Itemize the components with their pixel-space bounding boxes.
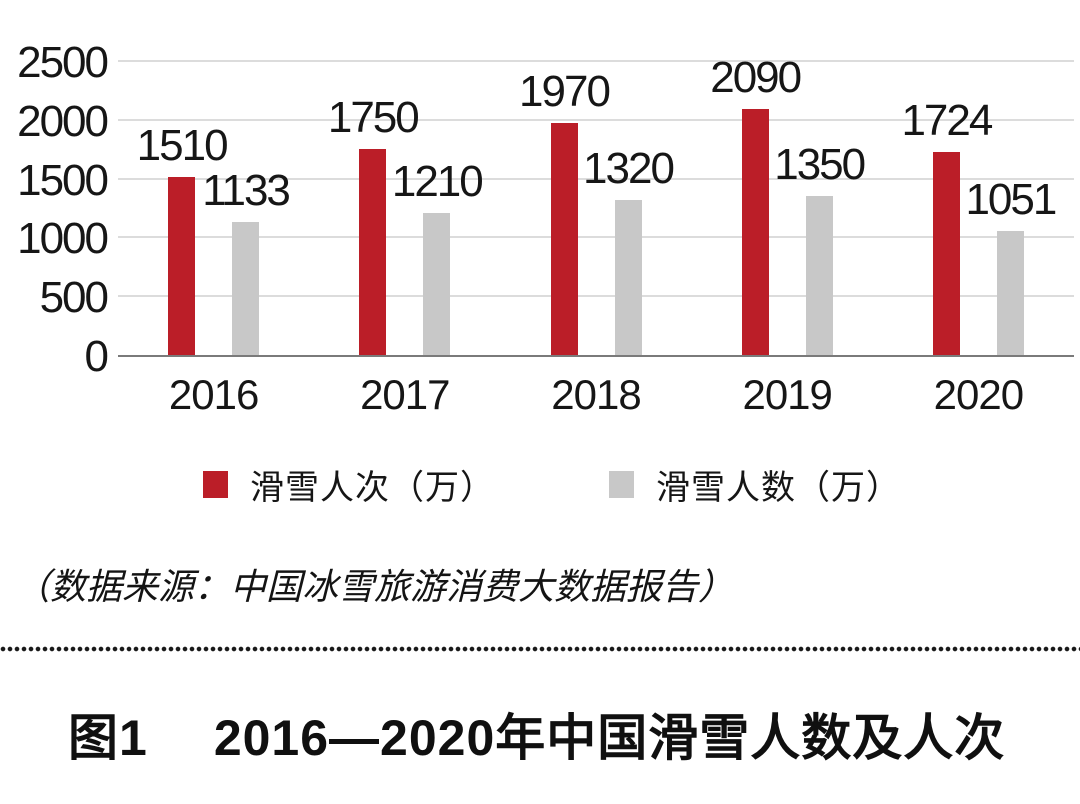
y-tick-label: 0: [84, 332, 109, 381]
y-axis: 0 500 1000 1500 2000 2500: [0, 0, 109, 400]
bar-value-label: 1510: [136, 121, 229, 171]
bar-value-label: 1210: [391, 156, 484, 206]
legend-item: 滑雪人次（万）: [203, 460, 495, 509]
figure-title: 2016—2020年中国滑雪人数及人次: [213, 710, 1006, 766]
ski-bar-chart: 0 500 1000 1500 2000 2500 1510 1133 1750 1210 197…: [0, 0, 1074, 509]
legend-item: 滑雪人数（万）: [609, 460, 901, 509]
legend-label: 滑雪人数（万）: [656, 469, 901, 507]
dotted-divider: [0, 646, 1080, 653]
bar-value-label: 1724: [901, 96, 993, 146]
bar-visits: [932, 152, 960, 355]
bar-value-label: 2090: [710, 53, 802, 103]
bar-visits: [168, 177, 196, 355]
y-tick-label: 2500: [17, 38, 109, 87]
bar-value-label: 1350: [774, 140, 866, 190]
grid-line: [118, 177, 1074, 180]
x-tick-label: 2020: [933, 371, 1024, 418]
bar-value-label: 1970: [519, 67, 611, 117]
legend-swatch-icon: [203, 471, 228, 498]
bar-people: [423, 212, 451, 355]
bar-people: [805, 196, 833, 355]
x-tick-label: 2018: [551, 371, 641, 418]
bar-value-label: 1750: [327, 93, 420, 143]
bar-people: [614, 199, 642, 355]
legend: 滑雪人次（万） 滑雪人数（万）: [203, 460, 901, 509]
x-tick-label: 2016: [168, 371, 259, 418]
y-tick-label: 500: [39, 273, 109, 323]
source-note: （数据来源：中国冰雪旅游消费大数据报告）: [14, 567, 735, 607]
bar-visits: [550, 123, 578, 355]
legend-label: 滑雪人次（万）: [250, 469, 495, 507]
bar-people: [232, 221, 260, 355]
figure-caption: 图1 2016—2020年中国滑雪人数及人次: [68, 698, 1005, 770]
figure-label: 图1: [68, 710, 148, 766]
x-axis: 2016 2017 2018 2019 2020: [118, 357, 1074, 418]
grid-line: [118, 295, 1074, 298]
bar-people: [996, 231, 1024, 355]
x-tick-label: 2017: [360, 371, 450, 418]
y-tick-label: 2000: [17, 96, 109, 146]
bar-value-label: 1051: [965, 175, 1057, 225]
grid-line: [118, 118, 1074, 121]
bar-visits: [741, 109, 769, 355]
bar-value-label: 1133: [202, 165, 291, 215]
plot-area: 1510 1133 1750 1210 1970 1320 2090 1350 1724 1051: [118, 56, 1074, 357]
bar-value-label: 1320: [583, 143, 675, 193]
grid-line: [118, 60, 1074, 62]
x-tick-label: 2019: [742, 371, 832, 418]
bar-visits: [359, 149, 387, 355]
legend-swatch-icon: [609, 471, 634, 498]
y-tick-label: 1500: [17, 155, 109, 205]
grid-line: [118, 236, 1074, 239]
y-tick-label: 1000: [17, 214, 109, 264]
